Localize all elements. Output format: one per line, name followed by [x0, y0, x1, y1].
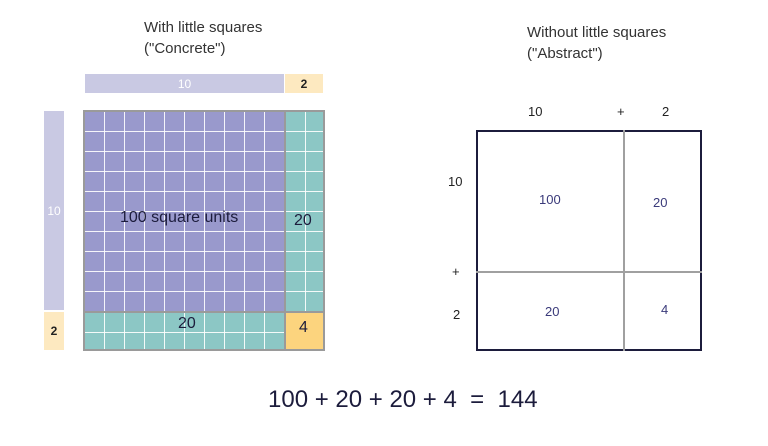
region-100-label: 100 square units	[120, 209, 239, 226]
region-right-20-label: 20	[294, 212, 312, 229]
top-length-bar-2: 2	[285, 74, 323, 93]
grid-corner-square	[285, 312, 324, 350]
abstract-horizontal-divider	[476, 271, 702, 273]
left-length-bar-10: 10	[44, 111, 64, 310]
region-bottom-20-label: 20	[178, 315, 196, 332]
left-length-bar-2: 2	[44, 312, 64, 350]
abstract-cell-100: 100	[539, 192, 561, 207]
abstract-left-label-2: 2	[453, 307, 461, 322]
abstract-top-label-10: 10	[528, 104, 543, 119]
abstract-cell-bottom-left-20: 20	[545, 304, 560, 319]
abstract-top-label-2: 2	[662, 104, 670, 119]
concrete-caption-line2: ("Concrete")	[144, 40, 226, 57]
region-corner-4-label: 4	[299, 319, 308, 336]
abstract-cell-4: 4	[661, 302, 669, 317]
top-length-label-2: 2	[300, 76, 308, 91]
grid-bottom-strip	[84, 312, 284, 350]
sum-equation: 100 + 20 + 20 + 4 = 144	[268, 386, 538, 413]
abstract-left-label-10: 10	[448, 174, 463, 189]
abstract-caption-line2: ("Abstract")	[527, 45, 603, 62]
abstract-caption-line1: Without little squares	[527, 24, 667, 41]
grid-right-strip	[285, 111, 324, 311]
abstract-vertical-divider	[623, 130, 625, 351]
abstract-rectangle	[476, 130, 702, 351]
top-length-label-10: 10	[177, 76, 192, 91]
concrete-caption-line1: With little squares	[144, 19, 263, 36]
abstract-cell-top-right-20: 20	[653, 195, 668, 210]
grid-100-squares	[84, 111, 284, 311]
abstract-top-plus: +	[617, 104, 625, 119]
top-length-bar-10: 10	[85, 74, 284, 93]
left-length-label-2: 2	[50, 324, 58, 338]
abstract-left-plus: +	[452, 264, 460, 279]
left-length-label-10: 10	[47, 203, 61, 218]
grid-corner-outline	[284, 311, 325, 351]
